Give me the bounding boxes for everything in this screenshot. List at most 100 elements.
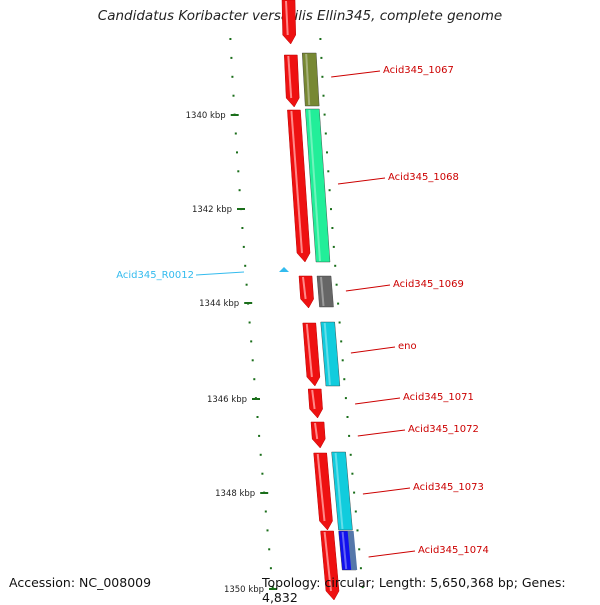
outer-ring-tick: [321, 75, 324, 78]
cds-arrow: [284, 54, 300, 108]
cds-arrow: [307, 388, 323, 419]
gene-block: [331, 451, 353, 531]
cds-arrow-highlight: [314, 422, 319, 440]
major-tick: [237, 208, 245, 210]
accession-text: Accession: NC_008009: [9, 575, 152, 590]
gene-leader-line: [357, 429, 406, 437]
cds-arrow: [320, 530, 340, 600]
outer-ring-tick: [343, 378, 346, 381]
gene-block-highlight: [341, 531, 348, 570]
outer-ring-tick: [356, 529, 359, 532]
gene-block-highlight: [334, 452, 344, 530]
rna-leader-line: [195, 271, 245, 276]
minor-tick: [266, 529, 269, 532]
minor-tick: [250, 340, 253, 343]
gene-block: [301, 52, 320, 107]
outer-ring-tick: [353, 491, 356, 494]
gene-block-overlap: [347, 531, 358, 570]
gene-block-highlight: [323, 322, 331, 386]
gene-label: Acid345_1071: [403, 392, 474, 403]
outer-ring-tick: [338, 321, 341, 324]
major-tick: [244, 302, 253, 304]
outer-ring-tick: [327, 170, 330, 173]
cds-arrow-highlight: [302, 276, 307, 300]
minor-tick: [248, 321, 251, 324]
outer-ring-tick: [359, 567, 362, 570]
tick-label: 1346 kbp: [207, 395, 247, 405]
genome-summary-text: Topology: circular; Length: 5,650,368 bp…: [262, 575, 566, 605]
outer-ring-tick: [328, 189, 331, 192]
gene-block: [320, 321, 341, 387]
cds-arrow: [281, 0, 296, 45]
outer-ring-tick: [324, 132, 327, 135]
gene-leader-line: [337, 177, 386, 185]
tick-label: 1348 kbp: [215, 489, 255, 499]
gene-label: eno: [398, 341, 417, 352]
cds-arrow-highlight: [287, 55, 293, 99]
minor-tick: [241, 227, 244, 229]
minor-tick: [269, 567, 272, 570]
gene-label: Acid345_1072: [408, 424, 479, 435]
outer-ring-tick: [358, 548, 361, 551]
minor-tick: [230, 56, 233, 59]
gene-leader-line: [355, 397, 401, 405]
gene-block: [316, 275, 334, 308]
cds-arrow-highlight: [290, 110, 303, 254]
minor-tick: [258, 434, 261, 437]
outer-ring-tick: [349, 453, 352, 456]
minor-tick: [264, 510, 267, 513]
gene-label: Acid345_1073: [413, 482, 484, 493]
minor-tick: [256, 416, 259, 418]
rna-label: Acid345_R0012: [116, 270, 194, 281]
cds-arrow: [302, 322, 321, 387]
tick-layer: [229, 38, 364, 590]
minor-tick: [253, 378, 256, 381]
cds-arrow: [287, 109, 311, 263]
minor-tick: [238, 189, 241, 192]
outer-ring-tick: [332, 245, 335, 248]
outer-ring-tick: [323, 113, 326, 116]
major-tick: [260, 492, 269, 494]
gene-leader-line: [331, 70, 381, 78]
gene-block-highlight: [320, 276, 325, 307]
gene-label: Acid345_1068: [388, 172, 459, 183]
minor-tick: [251, 359, 254, 362]
outer-ring-tick: [351, 472, 354, 475]
minor-tick: [259, 453, 262, 456]
gene-label: Acid345_1069: [393, 279, 464, 290]
minor-tick: [244, 264, 247, 267]
outer-ring-tick: [335, 283, 338, 286]
gene-block-highlight: [305, 53, 311, 106]
gene-leader-line: [362, 487, 411, 495]
outer-ring-tick: [346, 416, 349, 418]
outer-ring-tick: [344, 397, 347, 400]
minor-tick: [268, 548, 271, 551]
minor-tick: [242, 245, 245, 248]
tick-label: 1350 kbp: [224, 585, 264, 595]
features-layer: [279, 0, 358, 600]
cds-arrow: [310, 421, 326, 449]
tick-label: 1342 kbp: [192, 205, 232, 215]
cds-arrow-highlight: [323, 531, 332, 592]
major-tick: [230, 114, 239, 116]
gene-label: Acid345_1067: [383, 65, 454, 76]
tick-label: 1344 kbp: [199, 299, 239, 309]
cds-arrow: [313, 452, 333, 531]
outer-ring-tick: [326, 151, 328, 154]
major-tick: [252, 398, 260, 400]
outer-ring-tick: [331, 227, 334, 229]
tick-label: 1340 kbp: [186, 111, 226, 121]
minor-tick: [229, 38, 232, 40]
gene-leader-line: [350, 346, 396, 354]
minor-tick: [236, 151, 238, 154]
minor-tick: [231, 75, 234, 78]
minor-tick: [234, 132, 237, 135]
outer-ring-tick: [361, 586, 364, 589]
minor-tick: [237, 170, 240, 173]
outer-ring-tick: [337, 302, 340, 305]
outer-ring-tick: [340, 340, 343, 343]
gene-leader-line: [368, 550, 416, 558]
outer-ring-tick: [322, 94, 325, 97]
gene-block-highlight: [308, 109, 321, 262]
